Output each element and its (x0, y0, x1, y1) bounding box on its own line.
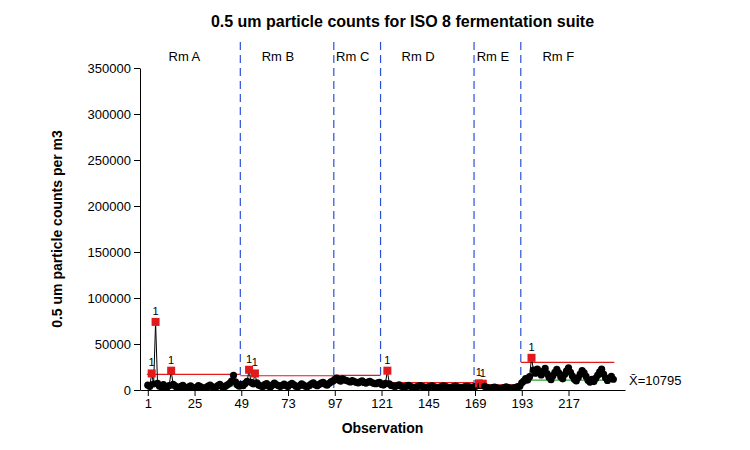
tick-label: 150000 (88, 245, 131, 260)
tick: 50000 (95, 337, 140, 352)
tick-mark (382, 390, 383, 396)
tick: 193 (511, 390, 533, 411)
series-line (148, 322, 614, 389)
tick-label: 97 (328, 396, 342, 411)
flag-label: 1 (168, 354, 174, 366)
tick: 1 (145, 390, 152, 411)
tick-label: 121 (371, 396, 393, 411)
tick-mark (134, 390, 140, 391)
tick: 300000 (88, 107, 140, 122)
tick-label: 169 (465, 396, 487, 411)
center-line (521, 379, 614, 380)
tick: 73 (281, 390, 295, 411)
x-axis: 1 25 49 73 97 121 145 169 193 217 (141, 390, 626, 411)
stage-label: Rm F (542, 49, 574, 64)
stage-boundary (473, 42, 474, 390)
tick-mark (335, 390, 336, 396)
tick-mark (522, 390, 523, 396)
plot-area (144, 318, 617, 390)
tick-label: 1 (145, 396, 152, 411)
control-limit (147, 374, 240, 375)
tick-mark (134, 68, 140, 69)
flag-label: 1 (528, 341, 534, 353)
flag-label: 1 (384, 354, 390, 366)
flag-label: 1 (149, 356, 155, 368)
tick: 97 (328, 390, 342, 411)
tick-mark (428, 390, 429, 396)
stage-boundary (333, 42, 334, 390)
tick: 145 (418, 390, 440, 411)
tick-label: 193 (511, 396, 533, 411)
flagged-point (251, 369, 259, 377)
flagged-point (528, 354, 536, 362)
center-line-label: X̄=10795 (629, 373, 681, 388)
tick-label: 73 (281, 396, 295, 411)
tick-mark (148, 390, 149, 396)
stage-boundary (240, 42, 241, 390)
axis-line (141, 390, 626, 391)
stage-label: Rm D (402, 49, 435, 64)
axis-line (140, 69, 141, 391)
tick-mark (134, 344, 140, 345)
stage-label: Rm C (336, 49, 369, 64)
tick: 250000 (88, 153, 140, 168)
tick-label: 50000 (95, 337, 131, 352)
flag-label: 1 (153, 305, 159, 317)
tick-mark (288, 390, 289, 396)
tick-mark (134, 298, 140, 299)
tick-label: 250000 (88, 153, 131, 168)
tick-mark (134, 206, 140, 207)
stage-boundary (380, 42, 381, 390)
tick: 25 (188, 390, 202, 411)
title: 0.5 um particle counts for ISO 8 ferment… (211, 13, 594, 30)
tick-mark (134, 252, 140, 253)
tick-mark (241, 390, 242, 396)
tick-label: 300000 (88, 107, 131, 122)
control-limit (521, 362, 614, 363)
tick-label: 100000 (88, 291, 131, 306)
tick-mark (475, 390, 476, 396)
tick-label: 217 (558, 396, 580, 411)
tick: 350000 (88, 61, 140, 76)
tick-mark (134, 114, 140, 115)
tick: 150000 (88, 245, 140, 260)
tick: 0 (124, 383, 140, 398)
point (610, 376, 617, 383)
flagged-point (167, 367, 175, 375)
tick-label: 0 (124, 383, 131, 398)
chart: 0.5 um particle counts for ISO 8 ferment… (0, 0, 750, 450)
tick-label: 49 (235, 396, 249, 411)
tick-label: 350000 (88, 61, 131, 76)
tick: 169 (465, 390, 487, 411)
flagged-point (152, 318, 160, 326)
tick-mark (195, 390, 196, 396)
tick: 49 (235, 390, 249, 411)
tick: 100000 (88, 291, 140, 306)
x-axis-title: Observation (342, 420, 424, 436)
stage-label: Rm A (169, 49, 201, 64)
y-axis-title: 0.5 um particle counts per m3 (49, 130, 65, 328)
stage-boundary (520, 42, 521, 390)
tick-mark (569, 390, 570, 396)
flag-label: 1 (480, 367, 486, 379)
y-axis: 0 50000 100000 150000 200000 250000 300000 3500… (88, 61, 141, 398)
stage-label: Rm B (262, 49, 295, 64)
tick: 200000 (88, 199, 140, 214)
tick: 217 (558, 390, 580, 411)
flagged-point (148, 369, 156, 377)
tick-label: 145 (418, 396, 440, 411)
flag-label: 1 (252, 356, 258, 368)
tick-label: 200000 (88, 199, 131, 214)
tick: 121 (371, 390, 393, 411)
point (230, 372, 237, 379)
tick-label: 25 (188, 396, 202, 411)
stage-label: Rm E (477, 49, 510, 64)
flagged-point (383, 367, 391, 375)
tick-mark (134, 160, 140, 161)
